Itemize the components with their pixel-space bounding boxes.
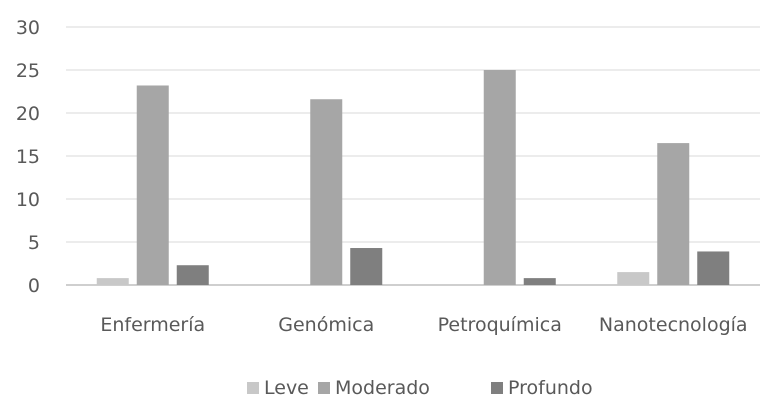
- x-tick-label: Enfermería: [100, 314, 205, 336]
- bar-leve-3: [617, 272, 650, 285]
- y-tick-label: 30: [16, 17, 40, 39]
- x-tick-label: Genómica: [278, 314, 374, 336]
- legend: Leve Moderado Profundo: [247, 377, 593, 399]
- y-tick-label: 10: [16, 189, 40, 211]
- bar-profundo-1: [350, 248, 383, 285]
- y-tick-label: 25: [16, 60, 40, 82]
- y-tick-label: 20: [16, 103, 40, 125]
- legend-swatch-profundo: [491, 382, 503, 394]
- bar-moderado-3: [657, 143, 690, 285]
- bar-moderado-2: [483, 70, 516, 285]
- bar-profundo-0: [176, 265, 209, 285]
- legend-label-leve: Leve: [264, 377, 309, 399]
- bar-profundo-2: [523, 278, 556, 285]
- x-axis: Enfermería Genómica Petroquímica Nanotecnol…: [100, 314, 747, 336]
- y-tick-label: 5: [28, 232, 40, 254]
- y-axis: 0 5 10 15 20 25 30: [16, 17, 40, 297]
- legend-label-moderado: Moderado: [335, 377, 430, 399]
- x-tick-label: Petroquímica: [438, 314, 562, 336]
- bar-profundo-3: [697, 251, 730, 285]
- y-tick-label: 15: [16, 146, 40, 168]
- bars: [96, 70, 730, 286]
- bar-moderado-0: [136, 85, 169, 285]
- y-tick-label: 0: [28, 275, 40, 297]
- gridlines: [66, 26, 760, 286]
- legend-swatch-leve: [247, 382, 259, 394]
- legend-label-profundo: Profundo: [508, 377, 593, 399]
- x-tick-label: Nanotecnología: [599, 314, 748, 336]
- bar-moderado-1: [310, 99, 343, 286]
- legend-swatch-moderado: [318, 382, 330, 394]
- bar-leve-0: [96, 278, 129, 285]
